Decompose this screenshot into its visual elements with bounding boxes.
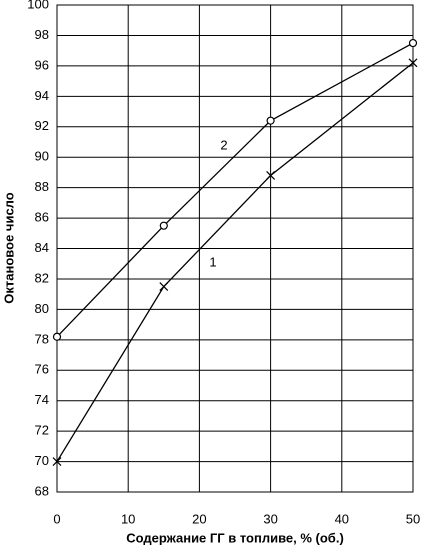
marker <box>52 457 62 466</box>
series-label: 2 <box>220 137 227 152</box>
marker <box>52 332 62 341</box>
x-tick-label: 0 <box>53 511 60 526</box>
y-tick-label: 80 <box>35 301 49 316</box>
x-tick-label: 10 <box>121 511 135 526</box>
series-label: 1 <box>209 254 216 269</box>
y-tick-label: 78 <box>35 331 49 346</box>
y-tick-label: 96 <box>35 57 49 72</box>
marker <box>408 38 418 48</box>
y-tick-label: 70 <box>35 453 49 468</box>
y-tick-label: 82 <box>35 270 49 285</box>
x-tick-label: 40 <box>335 511 349 526</box>
marker <box>159 282 169 291</box>
y-tick-label: 74 <box>35 392 49 407</box>
marker <box>408 58 418 68</box>
y-tick-label: 88 <box>35 179 49 194</box>
x-tick-label: 20 <box>192 511 206 526</box>
y-axis-title: Октановое число <box>1 192 16 303</box>
y-tick-label: 84 <box>35 240 49 255</box>
series-line <box>56 42 414 338</box>
marker <box>159 221 168 230</box>
y-tick-label: 92 <box>35 118 49 133</box>
y-tick-label: 94 <box>35 88 49 103</box>
y-tick-label: 68 <box>35 483 49 498</box>
x-tick-label: 30 <box>263 511 277 526</box>
marker <box>266 171 276 180</box>
y-tick-label: 90 <box>35 149 49 164</box>
y-tick-label: 76 <box>35 362 49 377</box>
y-tick-label: 98 <box>35 27 49 42</box>
y-tick-label: 72 <box>35 423 49 438</box>
y-tick-label: 100 <box>27 0 49 11</box>
y-tick-label: 86 <box>35 210 49 225</box>
x-axis-title: Содержание ГГ в топливе, % (об.) <box>126 530 344 545</box>
marker <box>266 116 275 125</box>
x-tick-label: 50 <box>406 511 420 526</box>
series-line <box>56 62 414 462</box>
plot-frame <box>56 4 414 493</box>
